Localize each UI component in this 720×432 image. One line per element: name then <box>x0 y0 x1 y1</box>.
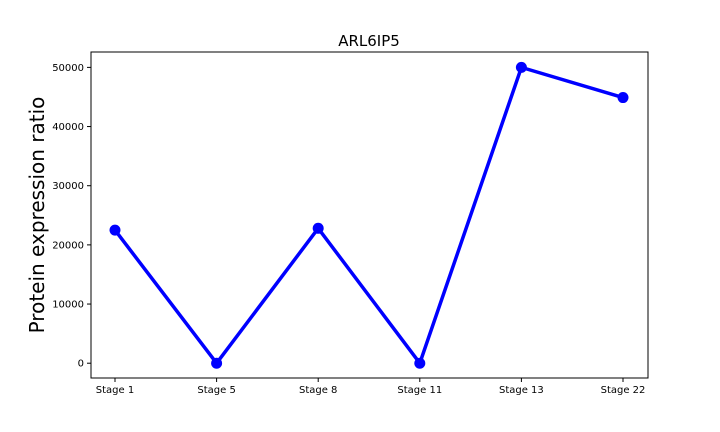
x-tick-label: Stage 5 <box>197 385 235 396</box>
x-axis: Stage 1 Stage 5 Stage 8 Stage 11 Stage 13 Sta… <box>96 378 646 396</box>
data-point <box>515 61 527 73</box>
x-tick-label: Stage 22 <box>601 385 646 396</box>
x-tick-label: Stage 8 <box>299 385 337 396</box>
x-tick-label: Stage 13 <box>499 385 544 396</box>
y-tick-label: 10000 <box>52 300 84 311</box>
y-tick-label: 20000 <box>52 240 84 251</box>
data-point <box>109 224 121 236</box>
data-point <box>211 357 223 369</box>
data-point <box>617 92 629 104</box>
y-tick-label: 0 <box>78 359 84 370</box>
x-tick-label: Stage 1 <box>96 385 134 396</box>
plot-area <box>90 51 649 379</box>
series-line <box>113 65 624 365</box>
y-axis-label: Protein expression ratio <box>25 97 49 334</box>
series-layer <box>109 61 629 369</box>
chart-title: ARL6IP5 <box>338 32 400 50</box>
y-tick-label: 40000 <box>52 122 84 133</box>
y-tick-label: 50000 <box>52 63 84 74</box>
y-axis: 0 10000 20000 30000 40000 50000 <box>52 63 91 370</box>
x-tick-label: Stage 11 <box>397 385 442 396</box>
data-point <box>312 222 324 234</box>
y-tick-label: 30000 <box>52 181 84 192</box>
data-point <box>414 357 426 369</box>
